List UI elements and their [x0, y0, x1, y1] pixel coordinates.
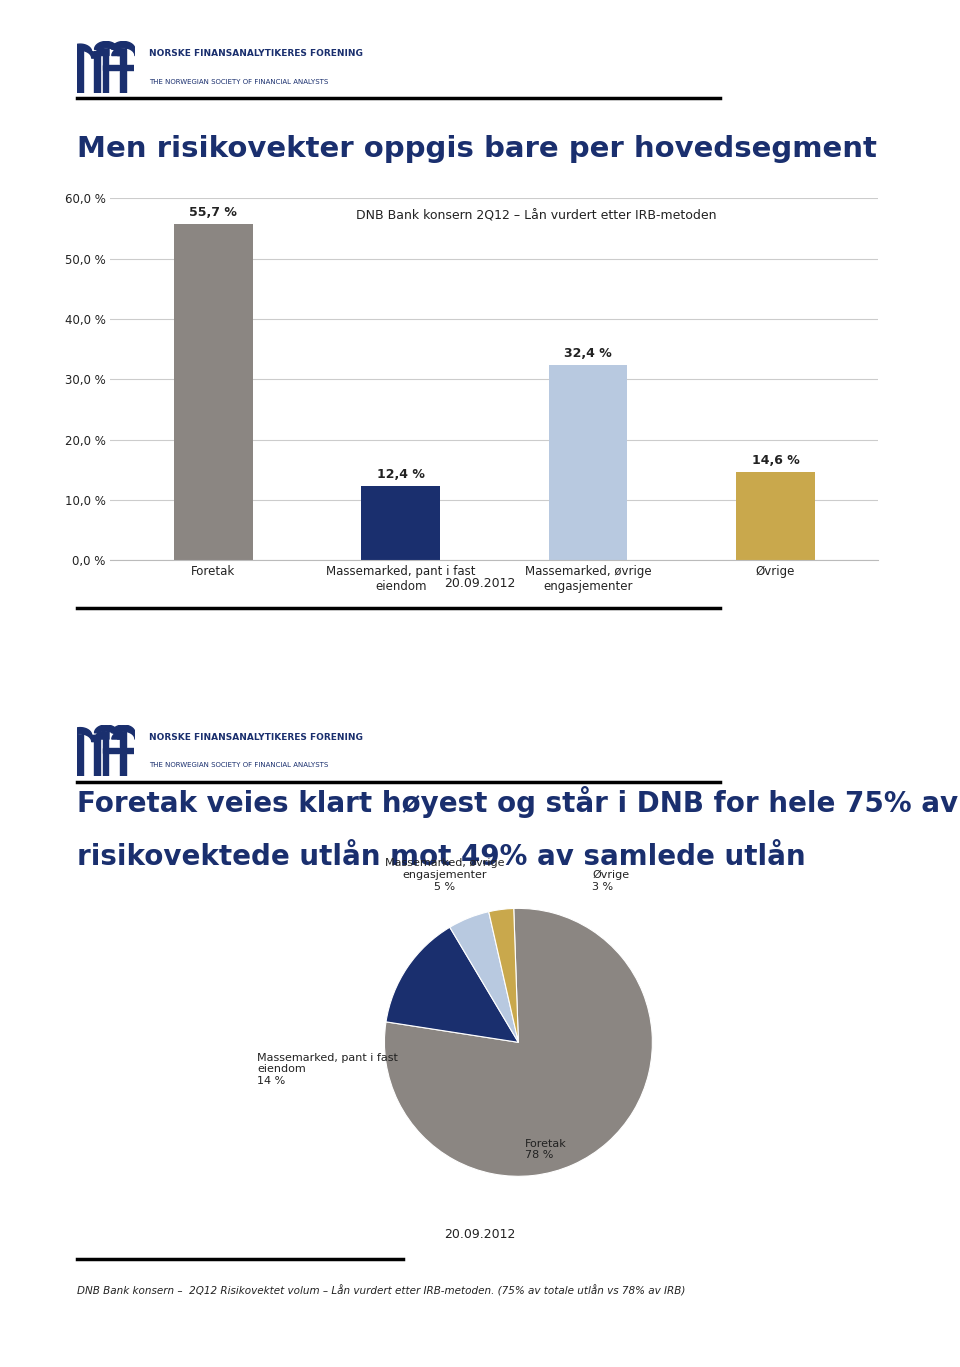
Bar [120, 733, 126, 776]
Bar [77, 735, 83, 776]
Text: risikovektede utlån mot 49% av samlede utlån: risikovektede utlån mot 49% av samlede u… [77, 843, 805, 871]
Wedge shape [386, 927, 518, 1042]
Text: NORSKE FINANSANALYTIKERES FORENING: NORSKE FINANSANALYTIKERES FORENING [149, 49, 363, 59]
Text: NORSKE FINANSANALYTIKERES FORENING: NORSKE FINANSANALYTIKERES FORENING [149, 733, 363, 742]
Text: Foretak veies klart høyest og står i DNB for hele 75% av: Foretak veies klart høyest og står i DNB… [77, 786, 958, 817]
Text: DNB Bank konsern 2Q12 – Lån vurdert etter IRB-metoden: DNB Bank konsern 2Q12 – Lån vurdert ette… [356, 209, 717, 221]
Text: Massemarked, øvrige
engasjementer
5 %: Massemarked, øvrige engasjementer 5 % [385, 858, 504, 891]
Text: 14,6 %: 14,6 % [752, 454, 800, 468]
Text: Massemarked, pant i fast
eiendom
14 %: Massemarked, pant i fast eiendom 14 % [257, 1053, 398, 1085]
Text: 20.09.2012: 20.09.2012 [444, 577, 516, 591]
Text: 32,4 %: 32,4 % [564, 347, 612, 360]
Bar [103, 64, 119, 70]
Text: 20.09.2012: 20.09.2012 [444, 1228, 516, 1241]
Text: 12,4 %: 12,4 % [377, 468, 424, 481]
Text: Øvrige
3 %: Øvrige 3 % [592, 869, 629, 891]
Bar [94, 52, 100, 93]
Wedge shape [450, 912, 518, 1042]
Bar [120, 49, 126, 93]
Bar [736, 473, 815, 560]
Bar [549, 365, 628, 560]
Bar [120, 64, 136, 70]
Bar [361, 485, 440, 560]
Bar [103, 748, 119, 753]
Bar [174, 224, 252, 560]
Text: DNB Bank konsern –  2Q12 Risikovektet volum – Lån vurdert etter IRB-metoden. (75: DNB Bank konsern – 2Q12 Risikovektet vol… [77, 1285, 685, 1296]
Text: Men risikovekter oppgis bare per hovedsegment: Men risikovekter oppgis bare per hovedse… [77, 135, 876, 163]
Text: 55,7 %: 55,7 % [189, 206, 237, 219]
Wedge shape [384, 909, 653, 1176]
Wedge shape [489, 909, 518, 1042]
Bar [77, 52, 83, 93]
Bar [120, 748, 136, 753]
Text: Foretak
78 %: Foretak 78 % [525, 1139, 566, 1161]
Bar [103, 733, 108, 776]
Bar [103, 49, 108, 93]
Text: THE NORWEGIAN SOCIETY OF FINANCIAL ANALYSTS: THE NORWEGIAN SOCIETY OF FINANCIAL ANALY… [149, 761, 328, 768]
Bar [94, 735, 100, 776]
Text: THE NORWEGIAN SOCIETY OF FINANCIAL ANALYSTS: THE NORWEGIAN SOCIETY OF FINANCIAL ANALY… [149, 78, 328, 85]
